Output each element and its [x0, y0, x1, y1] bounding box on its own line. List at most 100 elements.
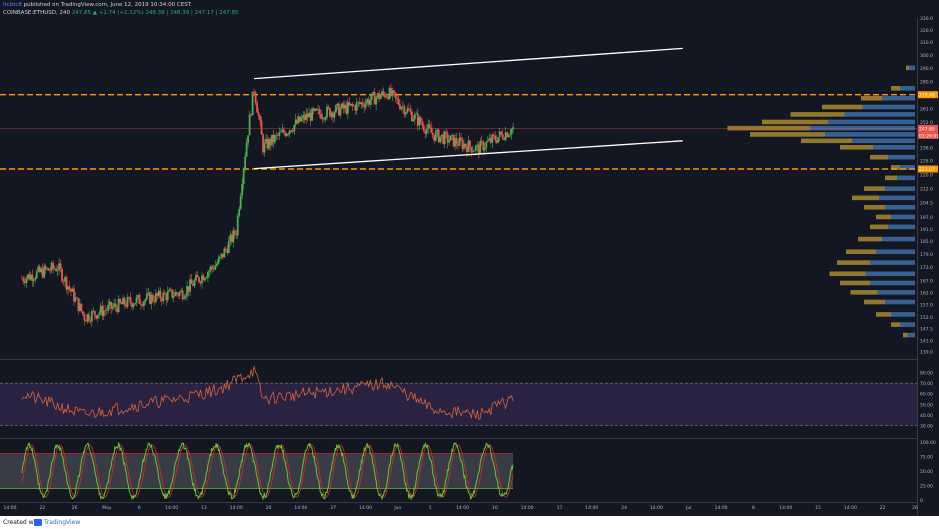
candle-body: [466, 146, 468, 153]
candle-body: [151, 294, 154, 301]
candle-body: [41, 268, 44, 278]
candle-body: [37, 266, 40, 272]
candle-body: [471, 150, 474, 153]
time-tick-label: 26: [72, 505, 78, 511]
volume-profile-up-bar: [900, 86, 915, 91]
volume-profile-down-bar: [846, 249, 876, 255]
candle-body: [232, 230, 235, 243]
candle-body: [332, 112, 334, 118]
candle-body: [134, 303, 136, 305]
candle-body: [96, 315, 99, 319]
candle-body: [384, 93, 386, 98]
time-tick-label: 15: [815, 505, 821, 511]
candle-body: [485, 141, 488, 148]
candle-body: [461, 140, 464, 149]
candle-body: [357, 101, 360, 103]
candle-body: [324, 117, 327, 120]
candle-body: [314, 108, 317, 111]
candle-body: [434, 131, 437, 141]
candle-body: [381, 91, 383, 96]
footer: Created with TradingView: [0, 516, 939, 529]
candle-body: [22, 278, 25, 282]
candle-body: [43, 266, 46, 278]
author-name[interactable]: ltcbtc8: [3, 2, 22, 8]
candle-body: [418, 117, 421, 126]
candle-body: [413, 114, 416, 120]
candle-body: [199, 281, 202, 284]
time-tick-label: 14:00: [779, 505, 792, 511]
price-tag-last: [918, 124, 938, 132]
candle-body: [177, 293, 180, 296]
candle-body: [195, 274, 197, 281]
candle-body: [132, 304, 135, 308]
volume-profile-down-bar: [850, 290, 878, 295]
candle-body: [208, 270, 211, 273]
candle-body: [479, 140, 482, 154]
horizontal-levels: [0, 93, 917, 170]
candle-body: [52, 262, 55, 269]
candle-body: [90, 311, 93, 322]
rsi-tick-label: 70.00: [920, 381, 933, 387]
candle-body: [480, 140, 483, 142]
candle-body: [503, 138, 506, 140]
symbol-line: COINBASE:ETHUSD, 240 247.85 ▲ +2.74 (+1.…: [3, 9, 238, 17]
candle-body: [49, 270, 52, 272]
candle-body: [279, 131, 282, 133]
candle-body: [29, 274, 32, 280]
candle-body: [345, 104, 348, 114]
candle-body: [269, 138, 272, 146]
candle-body: [223, 248, 226, 258]
candle-body: [500, 131, 503, 134]
candle-body: [32, 279, 35, 282]
chart-canvas[interactable]: 139.0 143.0 147.5 152.0 157.0 162.0 167.0 173.0…: [0, 0, 939, 516]
candle-body: [491, 134, 494, 143]
candle-body: [492, 134, 495, 136]
candle-body: [367, 99, 370, 105]
candle-body: [285, 133, 288, 137]
symbol-label: COINBASE:ETHUSD, 240: [3, 10, 70, 16]
candle-body: [26, 274, 29, 279]
candle-body: [352, 105, 355, 107]
candle-body: [114, 303, 117, 308]
candle-body: [76, 297, 78, 299]
tradingview-logo-icon: [34, 519, 42, 526]
candle-body: [265, 138, 267, 143]
candle-body: [378, 93, 381, 99]
candle-body: [276, 134, 279, 136]
candle-body: [290, 130, 293, 132]
time-tick-label: 22: [39, 505, 45, 511]
candle-body: [342, 103, 345, 109]
candle-body: [175, 292, 178, 294]
volume-profile-up-bar: [897, 175, 915, 181]
candle-body: [198, 277, 200, 282]
candle-body: [391, 90, 394, 96]
candle-body: [250, 114, 253, 116]
candle-body: [489, 138, 492, 143]
volume-profile-up-bar: [885, 186, 915, 191]
candle-body: [278, 132, 281, 136]
candle-body: [102, 310, 105, 317]
time-tick-label: 22: [880, 505, 886, 511]
tradingview-brand[interactable]: TradingView: [44, 519, 81, 526]
price-candles: [20, 83, 514, 328]
candle-body: [116, 307, 119, 313]
candle-body: [358, 101, 361, 104]
candle-body: [385, 96, 388, 98]
candle-body: [476, 144, 479, 147]
volume-profile-up-bar: [882, 95, 915, 101]
time-tick-label: 14:00: [230, 505, 243, 511]
candle-body: [159, 290, 162, 299]
candle-body: [388, 87, 391, 99]
time-tick-label: 14:00: [521, 505, 534, 511]
candle-body: [405, 112, 407, 115]
volume-profile-down-bar: [861, 95, 882, 101]
candle-body: [448, 140, 450, 143]
candle-body: [305, 113, 308, 120]
volume-profile-up-bar: [877, 290, 915, 295]
candle-body: [351, 103, 354, 106]
candle-body: [160, 298, 163, 302]
candle-body: [317, 109, 319, 111]
trend-channel[interactable]: [254, 47, 683, 170]
candle-body: [387, 96, 389, 99]
candle-body: [251, 91, 254, 116]
